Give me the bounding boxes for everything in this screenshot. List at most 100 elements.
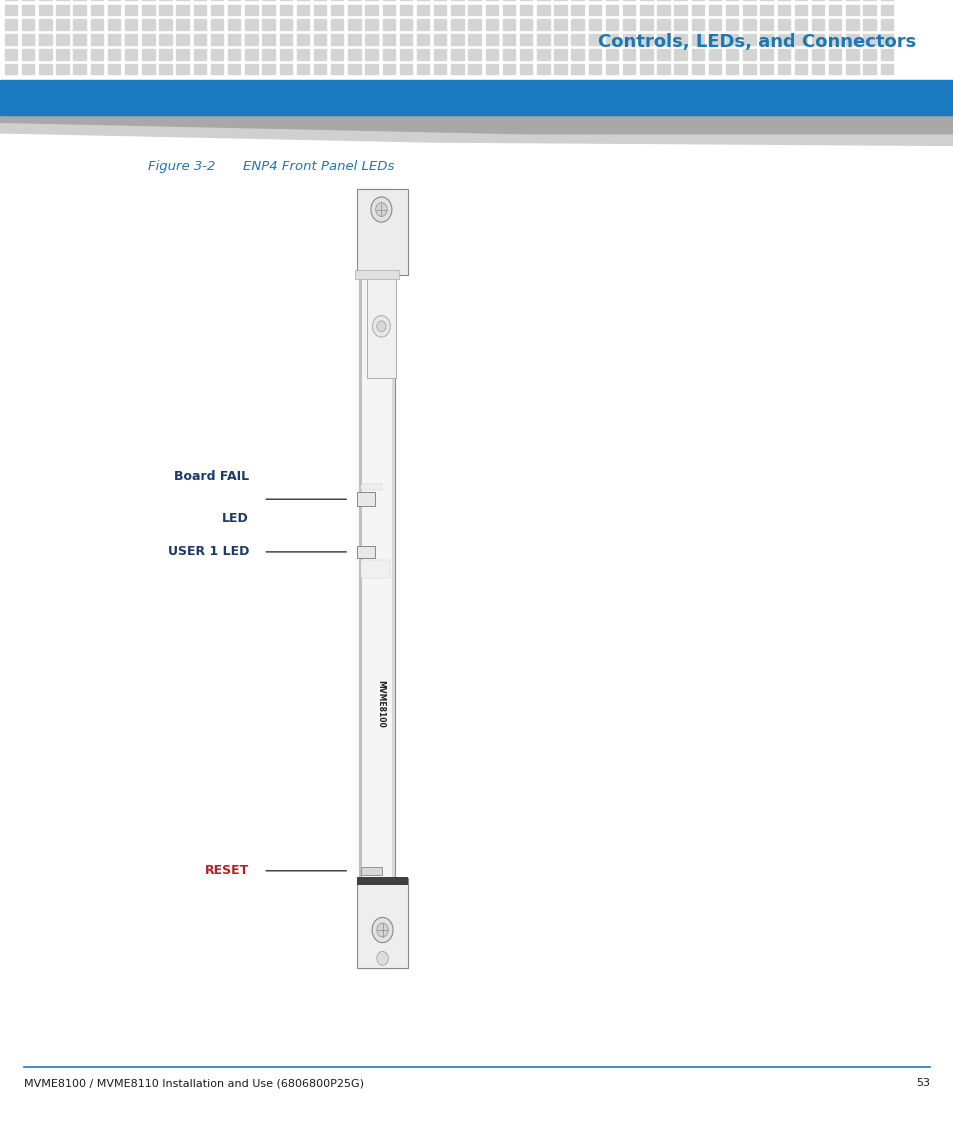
Bar — [485, 34, 497, 45]
Bar — [742, 34, 755, 45]
Bar — [708, 49, 720, 60]
Text: Figure 3-2: Figure 3-2 — [148, 159, 215, 173]
Bar — [605, 19, 618, 30]
Bar — [348, 34, 360, 45]
Bar — [360, 484, 382, 490]
Bar — [502, 64, 515, 74]
Bar — [880, 49, 892, 60]
Bar — [245, 64, 257, 74]
Bar — [811, 49, 823, 60]
Bar — [356, 546, 375, 558]
Bar — [245, 34, 257, 45]
Bar — [73, 34, 86, 45]
Bar — [742, 5, 755, 15]
Bar — [142, 49, 154, 60]
Bar — [537, 34, 549, 45]
Bar — [811, 34, 823, 45]
Bar — [777, 34, 789, 45]
Bar — [365, 64, 377, 74]
Bar — [279, 5, 292, 15]
Bar — [468, 5, 480, 15]
Bar — [211, 49, 223, 60]
Bar — [777, 64, 789, 74]
Bar — [862, 64, 875, 74]
Text: Board FAIL: Board FAIL — [173, 471, 249, 483]
Bar — [588, 5, 600, 15]
Bar — [193, 5, 206, 15]
Bar — [519, 64, 532, 74]
Circle shape — [372, 316, 390, 337]
Bar — [588, 19, 600, 30]
Bar — [356, 492, 375, 506]
Bar — [862, 19, 875, 30]
Bar — [605, 34, 618, 45]
Bar — [725, 34, 738, 45]
Bar — [296, 19, 309, 30]
Bar — [674, 64, 686, 74]
Bar — [399, 34, 412, 45]
Bar — [416, 49, 429, 60]
Bar — [365, 34, 377, 45]
Bar — [828, 49, 841, 60]
Bar — [862, 5, 875, 15]
Polygon shape — [0, 114, 953, 135]
Bar — [554, 34, 566, 45]
Bar — [416, 64, 429, 74]
Bar — [159, 19, 172, 30]
Circle shape — [372, 917, 393, 942]
Bar — [73, 19, 86, 30]
Bar — [760, 34, 772, 45]
Bar — [416, 34, 429, 45]
Bar — [193, 34, 206, 45]
Bar — [262, 64, 274, 74]
Bar — [56, 34, 69, 45]
Bar — [571, 49, 583, 60]
Bar — [622, 5, 635, 15]
Bar — [777, 19, 789, 30]
Bar — [108, 5, 120, 15]
Bar — [108, 49, 120, 60]
Bar — [91, 19, 103, 30]
Bar — [73, 64, 86, 74]
Bar — [451, 49, 463, 60]
Bar — [211, 34, 223, 45]
Bar — [356, 877, 408, 885]
Bar — [434, 64, 446, 74]
Bar — [519, 34, 532, 45]
Bar — [399, 64, 412, 74]
Bar — [142, 34, 154, 45]
Bar — [742, 64, 755, 74]
Bar — [176, 49, 189, 60]
Bar — [639, 34, 652, 45]
Bar — [845, 34, 858, 45]
Bar — [554, 64, 566, 74]
Bar — [0, 80, 953, 114]
Bar — [56, 64, 69, 74]
Bar — [331, 19, 343, 30]
Bar — [142, 5, 154, 15]
Bar — [262, 5, 274, 15]
Bar — [708, 64, 720, 74]
Bar — [519, 5, 532, 15]
Bar — [725, 5, 738, 15]
Bar — [502, 19, 515, 30]
Bar — [674, 19, 686, 30]
Bar — [708, 34, 720, 45]
Circle shape — [375, 203, 387, 216]
Bar — [262, 19, 274, 30]
Bar — [605, 64, 618, 74]
Bar — [228, 49, 240, 60]
Bar — [39, 64, 51, 74]
Bar — [314, 19, 326, 30]
Bar — [691, 34, 703, 45]
Bar — [314, 64, 326, 74]
Bar — [22, 64, 34, 74]
Bar — [537, 64, 549, 74]
Bar — [639, 19, 652, 30]
Bar — [502, 49, 515, 60]
Bar — [760, 64, 772, 74]
Bar — [73, 49, 86, 60]
Bar — [355, 270, 398, 279]
Bar — [519, 19, 532, 30]
Bar — [451, 34, 463, 45]
